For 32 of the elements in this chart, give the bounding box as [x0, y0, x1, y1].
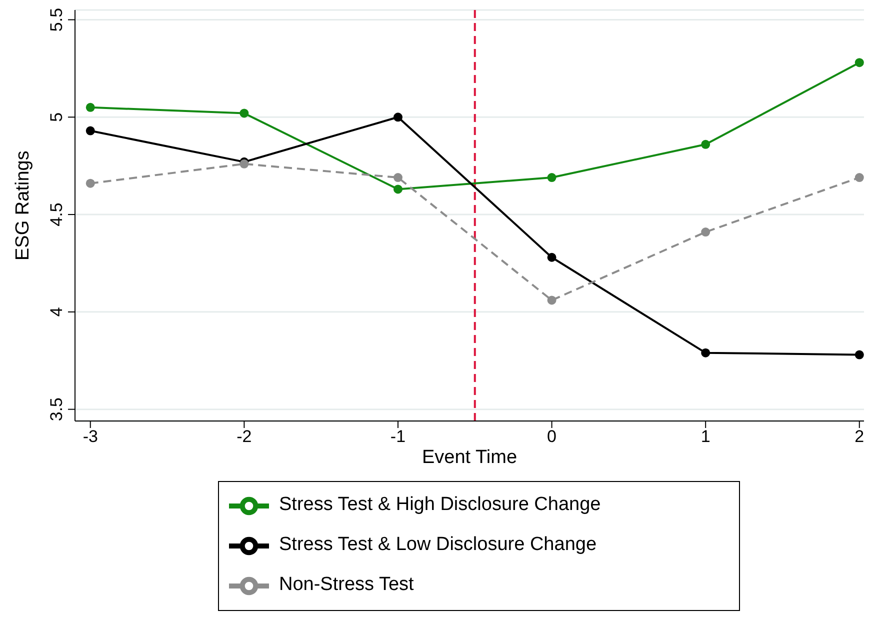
legend-label: Stress Test & Low Disclosure Change — [279, 534, 597, 556]
y-tick-label: 4 — [47, 307, 66, 317]
y-tick-label: 5 — [47, 112, 66, 122]
point — [701, 228, 710, 237]
point — [854, 350, 864, 360]
x-tick-label: 0 — [547, 427, 557, 446]
point — [240, 108, 249, 118]
point — [86, 102, 95, 112]
x-tick-label: 1 — [700, 427, 710, 446]
y-tick-label: 3.5 — [47, 397, 66, 422]
x-tick-label: -3 — [82, 427, 98, 446]
point — [854, 173, 864, 182]
point — [86, 178, 95, 188]
point — [86, 126, 95, 136]
point — [701, 348, 710, 358]
point — [393, 173, 402, 182]
x-tick-label: -2 — [236, 427, 252, 446]
y-tick-label: 4.5 — [47, 202, 66, 226]
point — [393, 184, 402, 194]
y-axis-title: ESG Ratings — [12, 150, 34, 260]
x-tick-label: -1 — [390, 427, 406, 446]
x-axis-title: Event Time — [422, 447, 518, 468]
point — [547, 252, 556, 262]
x-tick-label: 2 — [854, 427, 864, 446]
point — [547, 173, 556, 182]
point — [547, 296, 556, 305]
legend-label: Non-Stress Test — [279, 574, 414, 596]
point — [701, 140, 710, 149]
legend-label: Stress Test & High Disclosure Change — [279, 494, 601, 516]
y-tick-label: 5.5 — [47, 8, 66, 32]
point — [854, 58, 864, 68]
point — [393, 112, 402, 122]
